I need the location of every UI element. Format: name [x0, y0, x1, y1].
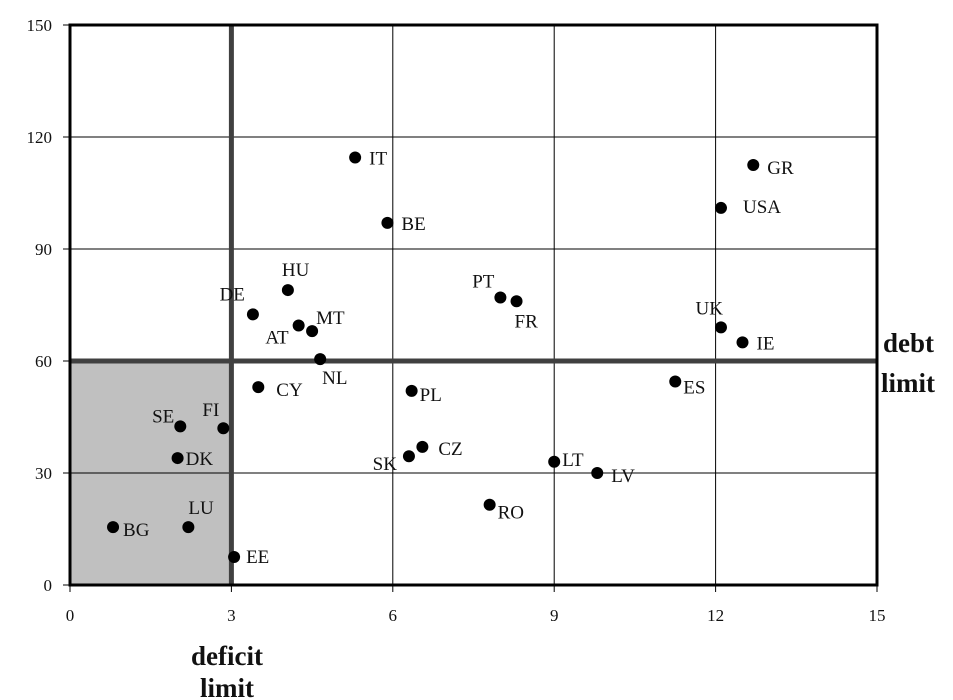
x-tick-label: 0	[66, 606, 75, 625]
data-point-pt	[494, 292, 506, 304]
data-label-gr: GR	[767, 158, 794, 179]
debt-limit-label-line1: debt	[883, 328, 934, 358]
data-point-at	[293, 320, 305, 332]
data-label-dk: DK	[186, 449, 214, 470]
data-label-lt: LT	[562, 450, 584, 471]
x-tick-label: 6	[389, 606, 398, 625]
data-point-hu	[282, 284, 294, 296]
data-point-de	[247, 308, 259, 320]
data-label-sk: SK	[373, 454, 398, 475]
data-point-nl	[314, 353, 326, 365]
data-label-hu: HU	[282, 260, 310, 281]
data-label-ie: IE	[757, 333, 775, 354]
data-point-sk	[403, 450, 415, 462]
data-label-ee: EE	[246, 547, 269, 568]
x-tick-label: 12	[707, 606, 724, 625]
data-point-ie	[737, 336, 749, 348]
data-label-fr: FR	[515, 311, 539, 332]
data-label-usa: USA	[743, 197, 781, 218]
data-label-lv: LV	[611, 466, 635, 487]
data-label-at: AT	[265, 328, 289, 349]
deficit-limit-label-line1: deficit	[191, 641, 263, 671]
data-label-es: ES	[683, 378, 705, 399]
deficit-limit-label-line2: limit	[200, 673, 254, 700]
data-point-be	[381, 217, 393, 229]
data-point-it	[349, 152, 361, 164]
data-points-layer: IT GR USA BE HU PT FR DE MT AT UK IE NL ES CY PL SE FI CZ S…	[107, 149, 794, 568]
x-tick-label: 9	[550, 606, 559, 625]
data-label-be: BE	[401, 214, 425, 235]
data-label-pl: PL	[420, 385, 442, 406]
data-point-bg	[107, 521, 119, 533]
debt-limit-label-line2: limit	[881, 368, 935, 398]
data-label-uk: UK	[696, 298, 724, 319]
data-point-se	[174, 420, 186, 432]
data-point-lu	[182, 521, 194, 533]
data-point-dk	[172, 452, 184, 464]
data-label-lu: LU	[188, 498, 214, 519]
data-point-lv	[591, 467, 603, 479]
data-label-cz: CZ	[438, 439, 462, 460]
y-tick-label: 90	[35, 240, 52, 259]
data-point-ro	[484, 499, 496, 511]
data-label-ro: RO	[498, 503, 524, 524]
data-point-fr	[511, 295, 523, 307]
x-tick-label: 15	[869, 606, 886, 625]
y-tick-label: 0	[44, 576, 53, 595]
data-label-it: IT	[369, 149, 387, 170]
data-point-ee	[228, 551, 240, 563]
x-tick-label: 3	[227, 606, 236, 625]
data-label-de: DE	[220, 284, 245, 305]
y-tick-label: 30	[35, 464, 52, 483]
data-point-cy	[252, 381, 264, 393]
data-label-fi: FI	[202, 400, 219, 421]
data-point-usa	[715, 202, 727, 214]
data-point-lt	[548, 456, 560, 468]
data-point-fi	[217, 422, 229, 434]
data-label-cy: CY	[276, 380, 303, 401]
data-label-nl: NL	[322, 368, 347, 389]
data-point-es	[669, 376, 681, 388]
data-point-uk	[715, 321, 727, 333]
data-label-pt: PT	[472, 272, 495, 293]
data-point-pl	[406, 385, 418, 397]
data-point-gr	[747, 159, 759, 171]
y-tick-label: 150	[27, 16, 53, 35]
data-label-mt: MT	[316, 308, 345, 329]
y-tick-label: 120	[27, 128, 53, 147]
data-label-se: SE	[152, 406, 174, 427]
y-tick-label: 60	[35, 352, 52, 371]
data-point-cz	[416, 441, 428, 453]
data-label-bg: BG	[123, 520, 150, 541]
